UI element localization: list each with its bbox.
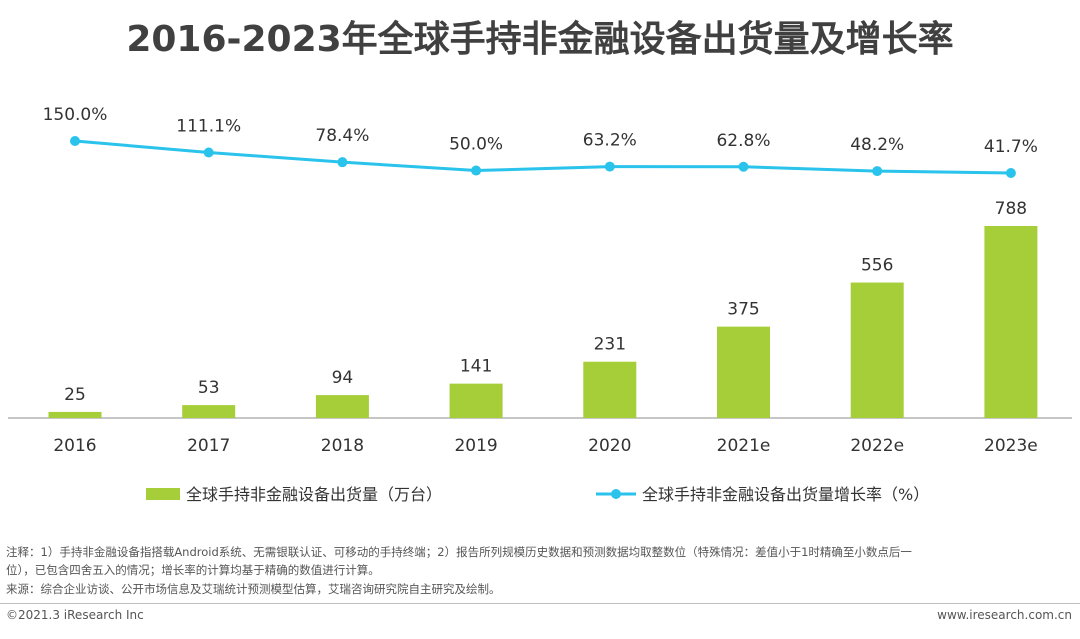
legend: 全球手持非金融设备出货量（万台） 全球手持非金融设备出货量增长率（%）	[146, 485, 929, 504]
bar-2017	[182, 405, 236, 418]
copyright: ©2021.3 iResearch Inc	[6, 608, 144, 622]
bar-label-2017: 53	[198, 378, 220, 398]
legend-bar-swatch	[146, 488, 180, 500]
bar-label-2020: 231	[594, 335, 626, 355]
bar-value-labels: 25 53 94 141 231 375 556 788	[64, 199, 1027, 405]
bar-label-2018: 94	[332, 368, 354, 388]
bar-label-2019: 141	[460, 357, 492, 377]
bar-label-2023e: 788	[995, 199, 1027, 219]
line-label-2022e: 48.2%	[850, 135, 904, 155]
legend-bar-label: 全球手持非金融设备出货量（万台）	[186, 485, 442, 504]
line-point-2018	[337, 157, 348, 168]
x-tick-2022e: 2022e	[850, 436, 904, 456]
note-line-2: 位），已包含四舍五入的情况；增长率的计算均基于精确的数值进行计算。	[6, 563, 380, 577]
bar-label-2021e: 375	[727, 300, 759, 320]
x-tick-2016: 2016	[53, 436, 96, 456]
x-tick-2020: 2020	[588, 436, 631, 456]
line-label-2017: 111.1%	[176, 116, 241, 136]
chart-title: 2016-2023年全球手持非金融设备出货量及增长率	[126, 19, 954, 60]
bar-2020	[583, 361, 637, 418]
x-axis-tick-labels: 2016 2017 2018 2019 2020 2021e 2022e 2023e	[53, 436, 1037, 456]
bar-2022e	[850, 282, 904, 418]
legend-line-label: 全球手持非金融设备出货量增长率（%）	[642, 485, 929, 504]
bar-label-2016: 25	[64, 385, 86, 405]
x-tick-2021e: 2021e	[717, 436, 771, 456]
line-point-2016	[70, 136, 80, 146]
line-label-2020: 63.2%	[583, 131, 637, 151]
bar-2021e	[717, 326, 770, 418]
line-point-2020	[604, 161, 615, 172]
line-label-2018: 78.4%	[315, 126, 369, 146]
line-label-2019: 50.0%	[449, 135, 503, 155]
x-tick-2019: 2019	[454, 436, 497, 456]
bar-2019	[449, 383, 503, 418]
x-tick-2017: 2017	[187, 436, 230, 456]
x-tick-2018: 2018	[321, 436, 364, 456]
line-point-2019	[471, 165, 482, 176]
bar-2018	[315, 395, 369, 418]
bar-label-2022e: 556	[861, 256, 893, 276]
source-note: 来源：综合企业访谈、公开市场信息及艾瑞统计预测模型估算，艾瑞咨询研究院自主研究及…	[6, 582, 501, 596]
legend-line-marker	[611, 489, 621, 499]
growth-line	[74, 139, 1011, 175]
x-tick-2023e: 2023e	[984, 436, 1038, 456]
line-label-2016: 150.0%	[43, 105, 108, 125]
footer-divider	[0, 603, 1080, 604]
line-point-2021e	[738, 161, 749, 172]
bar-2023e	[984, 226, 1038, 418]
line-point-2023e	[1005, 168, 1016, 178]
line-point-2022e	[872, 166, 883, 177]
bar-2016	[48, 411, 102, 418]
line-point-2017	[203, 147, 214, 158]
line-series	[70, 136, 1016, 178]
line-label-2021e: 62.8%	[716, 131, 770, 151]
line-label-2023e: 41.7%	[984, 137, 1038, 157]
line-value-labels: 150.0% 111.1% 78.4% 50.0% 63.2% 62.8% 48.2% 41.…	[43, 105, 1038, 157]
note-line-1: 注释：1）手持非金融设备指搭载Android系统、无需银联认证、可移动的手持终端…	[6, 545, 912, 559]
website-link[interactable]: www.iresearch.com.cn	[937, 608, 1072, 622]
bar-series	[48, 226, 1038, 418]
